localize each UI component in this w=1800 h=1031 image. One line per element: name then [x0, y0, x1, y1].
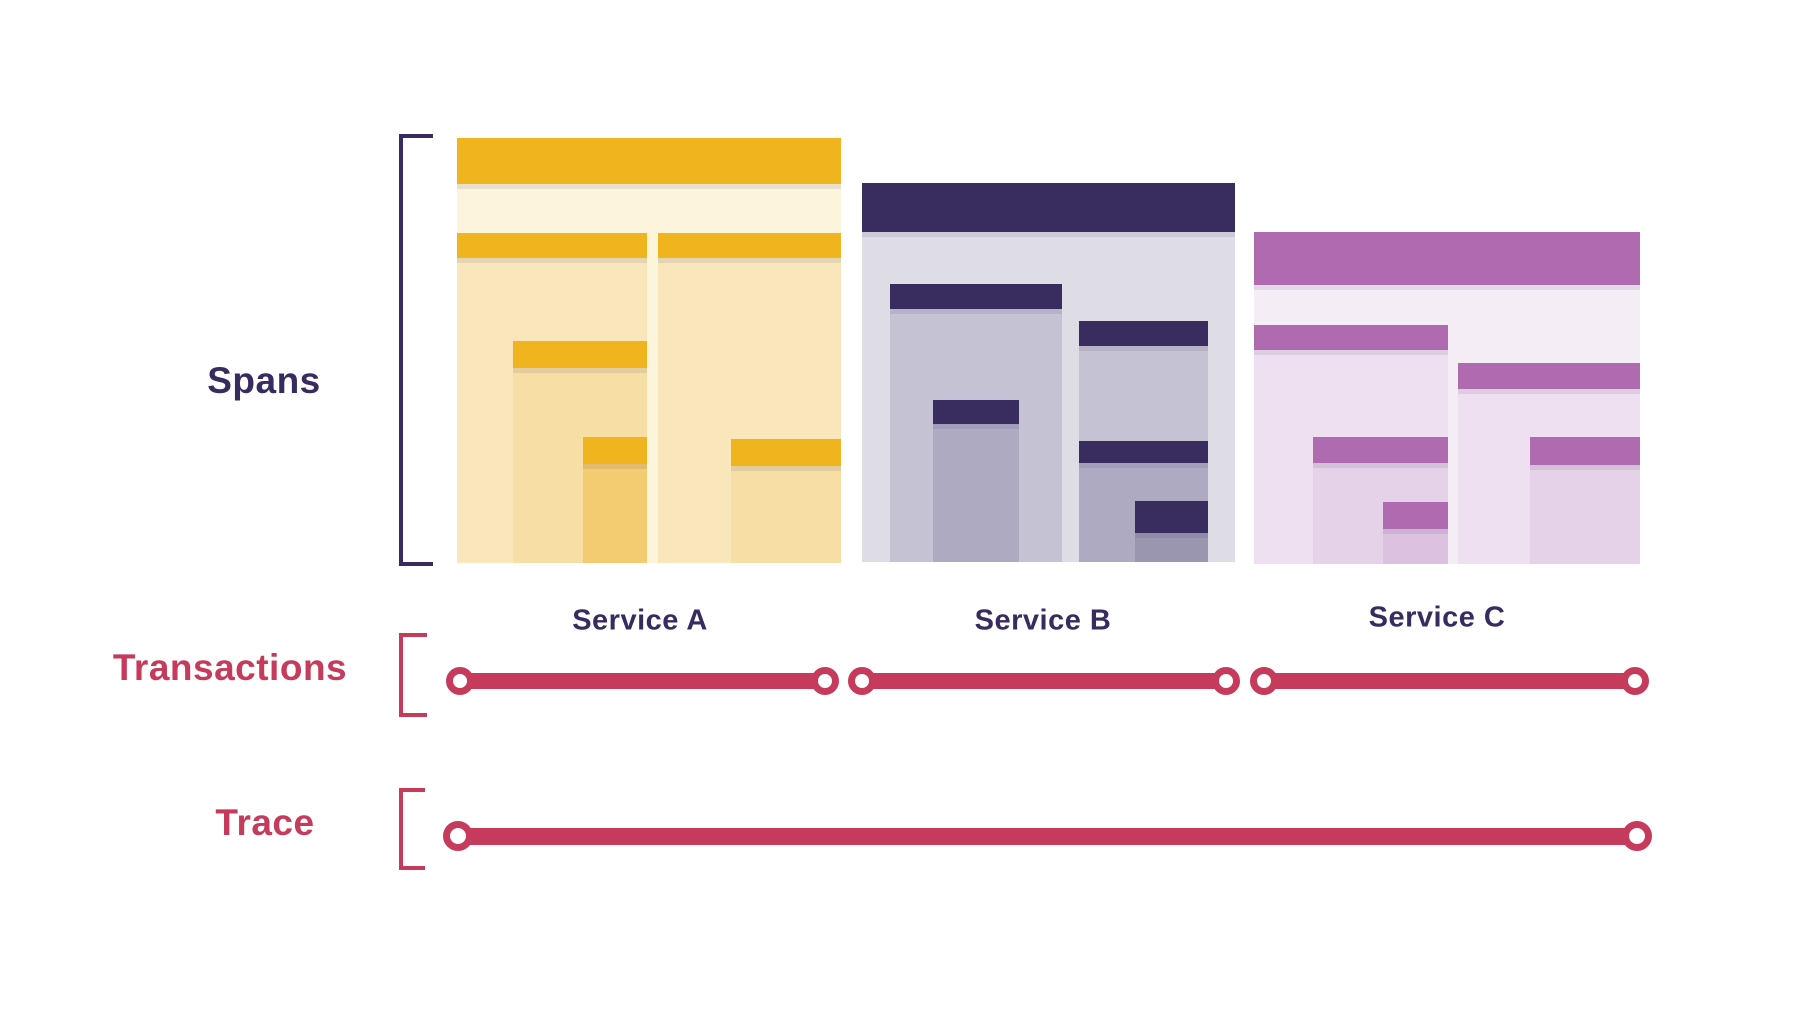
span-bar: [1254, 232, 1640, 285]
transactions-label: Transactions: [112, 647, 348, 688]
span-bar: [731, 439, 841, 466]
span-bar: [1383, 502, 1448, 529]
span-bar: [583, 437, 647, 464]
transaction-endpoint: [848, 667, 876, 695]
trace-endpoint: [443, 821, 473, 851]
span-bar: [513, 341, 647, 368]
span-bar: [1135, 501, 1208, 533]
span-body: [933, 400, 1019, 562]
trace-line: [458, 827, 1637, 845]
transaction-endpoint: [1621, 667, 1649, 695]
service-label-3: Service C: [1368, 601, 1506, 634]
trace-bracket: [399, 788, 425, 870]
transaction-line: [460, 673, 825, 689]
span-bar: [1458, 363, 1640, 389]
trace-endpoint: [1622, 821, 1652, 851]
span-bar: [1313, 437, 1448, 463]
span-bar: [933, 400, 1019, 424]
service-label-1: Service A: [572, 604, 708, 637]
span-bar: [862, 183, 1235, 232]
transaction-endpoint: [1212, 667, 1240, 695]
transaction-endpoint: [811, 667, 839, 695]
span-bar: [1079, 441, 1208, 463]
span-bar: [457, 233, 647, 258]
transactions-bracket: [399, 633, 427, 717]
transaction-line: [862, 673, 1226, 689]
transaction-endpoint: [446, 667, 474, 695]
span-bar: [457, 138, 841, 184]
transaction-line: [1264, 673, 1635, 689]
span-bar: [1530, 437, 1640, 465]
span-bar: [658, 233, 841, 258]
service-label-2: Service B: [974, 604, 1112, 637]
spans-label: Spans: [207, 360, 321, 401]
transaction-endpoint: [1250, 667, 1278, 695]
span-bar: [1254, 325, 1448, 350]
spans-bracket: [399, 134, 433, 566]
trace-label: Trace: [215, 802, 315, 843]
span-bar: [890, 284, 1062, 309]
span-bar: [1079, 321, 1208, 346]
